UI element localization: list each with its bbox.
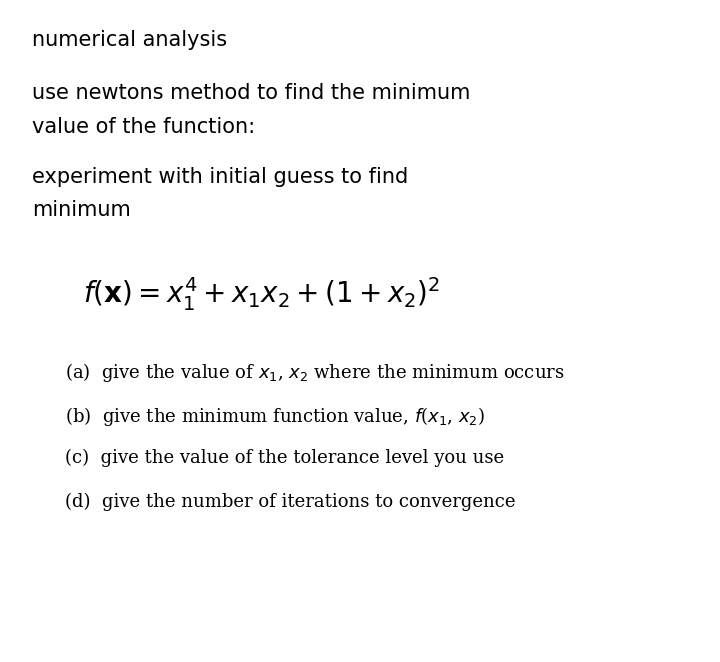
Text: numerical analysis: numerical analysis [32, 30, 228, 50]
Text: use newtons method to find the minimum: use newtons method to find the minimum [32, 83, 471, 103]
Text: minimum: minimum [32, 200, 131, 220]
Text: $f(\mathbf{x}) = x_1^4 + x_1 x_2 + (1 + x_2)^2$: $f(\mathbf{x}) = x_1^4 + x_1 x_2 + (1 + … [83, 275, 440, 312]
Text: (c)  give the value of the tolerance level you use: (c) give the value of the tolerance leve… [65, 449, 504, 467]
Text: (a)  give the value of $x_1$, $x_2$ where the minimum occurs: (a) give the value of $x_1$, $x_2$ where… [65, 361, 564, 384]
Text: value of the function:: value of the function: [32, 117, 256, 137]
Text: (b)  give the minimum function value, $f$($x_1$, $x_2$): (b) give the minimum function value, $f$… [65, 405, 485, 428]
Text: experiment with initial guess to find: experiment with initial guess to find [32, 167, 409, 187]
Text: (d)  give the number of iterations to convergence: (d) give the number of iterations to con… [65, 493, 516, 511]
